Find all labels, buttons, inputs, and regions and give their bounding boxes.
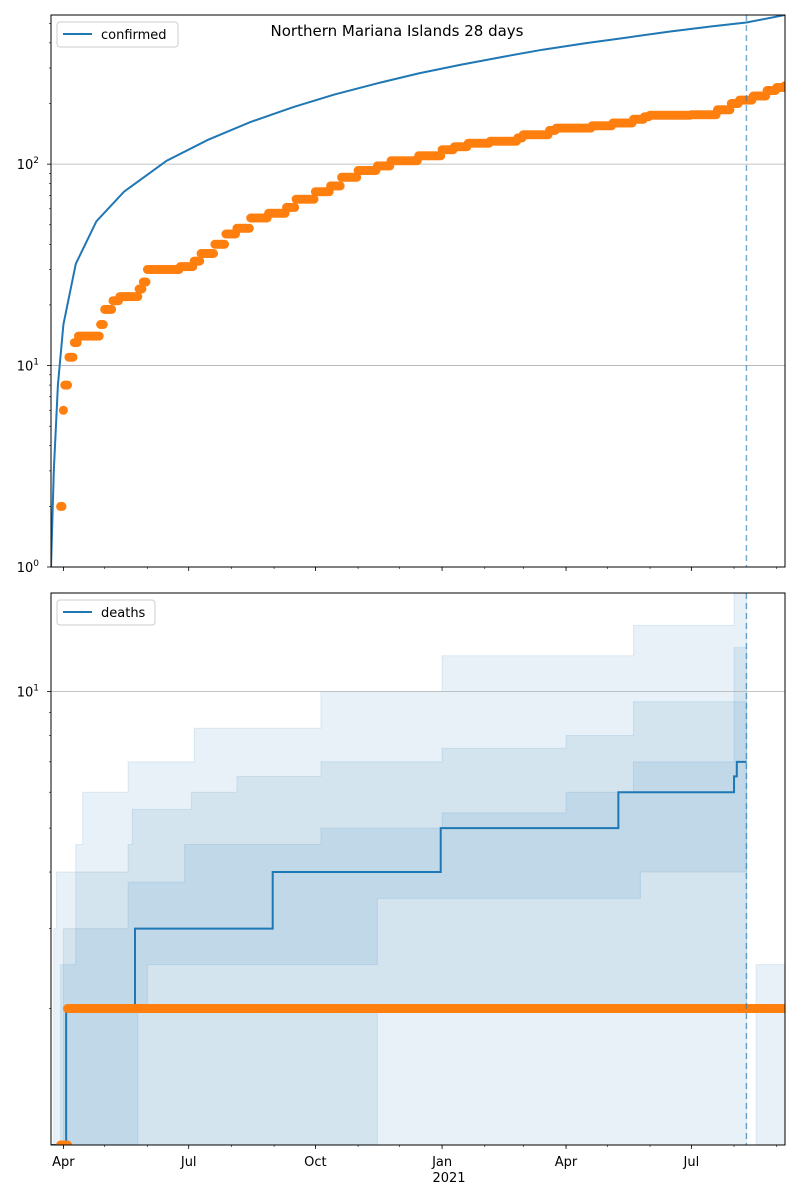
confirmed-observed-point — [209, 249, 218, 258]
deaths-observed-point — [63, 1140, 72, 1145]
confirmed-observed-point — [141, 277, 151, 287]
confirmed-plot-area — [51, 15, 785, 567]
confirmed-observed-point — [335, 181, 345, 191]
confirmed-observed-point — [57, 501, 67, 511]
confirmed-y-ticks: 100 101 102 — [17, 23, 51, 576]
confirmed-observed-point — [309, 194, 319, 204]
deaths-panel: 101 Apr Jul Oct Jan Apr Jul 2021 deaths — [17, 592, 786, 1186]
deaths-band-tail — [755, 928, 785, 1145]
deaths-x-tick-label: Apr — [52, 1155, 75, 1170]
confirmed-y-tick-label: 102 — [17, 156, 39, 173]
deaths-legend: deaths — [56, 599, 156, 626]
deaths-y-tick-label: 101 — [17, 684, 39, 701]
deaths-x-tick-label: Jan — [431, 1155, 452, 1170]
deaths-x-tick-label: Oct — [304, 1155, 326, 1170]
confirmed-observed-point — [244, 223, 254, 233]
confirmed-axes-frame — [50, 14, 786, 568]
chart-title: Northern Mariana Islands 28 days — [271, 22, 524, 40]
confirmed-legend: confirmed — [56, 21, 179, 48]
confirmed-observed-point — [137, 284, 147, 294]
confirmed-legend-box — [56, 21, 179, 48]
x-year-label: 2021 — [432, 1171, 465, 1186]
confirmed-model-line — [51, 15, 785, 567]
deaths-marks — [51, 593, 785, 1145]
confirmed-y-tick-label: 100 — [17, 559, 40, 576]
confirmed-x-ticks — [62, 567, 778, 571]
confirmed-legend-label: confirmed — [101, 28, 167, 43]
deaths-legend-box — [56, 599, 156, 626]
deaths-x-tick-label: Apr — [555, 1155, 578, 1170]
confirmed-y-tick-label: 101 — [17, 358, 39, 375]
deaths-x-tick-label: Jul — [683, 1155, 700, 1170]
confirmed-panel: 100 101 102 Northern Mariana Islands 28 da… — [17, 14, 786, 576]
confirmed-observed-point — [290, 202, 300, 212]
deaths-observed-point — [780, 1004, 785, 1013]
confirmed-observed-point — [68, 352, 78, 362]
deaths-legend-label: deaths — [101, 606, 146, 621]
deaths-plot-area — [51, 593, 785, 1145]
confirmed-observed-point — [63, 380, 72, 390]
confirmed-observed-point — [94, 331, 104, 341]
confirmed-marks — [51, 15, 785, 567]
confirmed-observed-point — [58, 405, 68, 415]
confirmed-observed-point — [98, 320, 108, 329]
confirmed-observed-point — [352, 172, 362, 182]
confirmed-observed-point — [780, 81, 785, 91]
deaths-y-ticks: 101 — [17, 684, 51, 1009]
confirmed-observed-point — [195, 256, 205, 266]
deaths-x-tick-label: Jul — [180, 1155, 197, 1170]
confirmed-observed-point — [133, 292, 143, 302]
confirmed-observed-point — [107, 304, 117, 314]
confirmed-observed-point — [220, 239, 229, 249]
deaths-x-ticks: Apr Jul Oct Jan Apr Jul — [52, 1145, 778, 1170]
deaths-axes-frame — [50, 592, 786, 1146]
